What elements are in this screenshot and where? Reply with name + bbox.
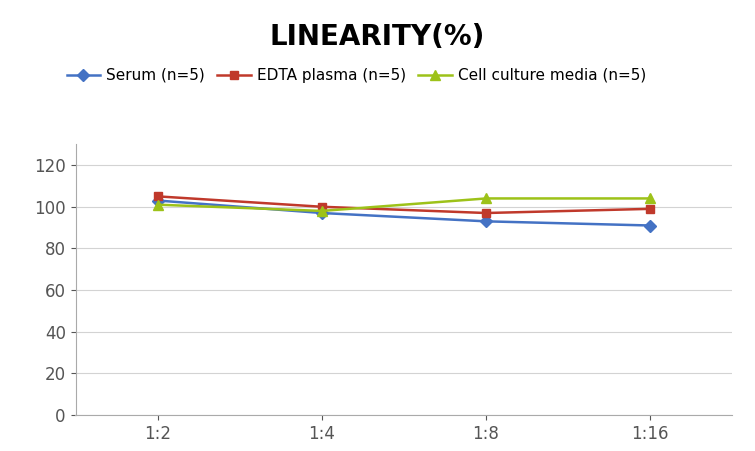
Line: Cell culture media (n=5): Cell culture media (n=5) bbox=[153, 193, 655, 216]
Cell culture media (n=5) bbox=[153, 202, 162, 207]
Line: Serum (n=5): Serum (n=5) bbox=[153, 196, 655, 230]
EDTA plasma (n=5) bbox=[317, 204, 326, 209]
Serum (n=5) bbox=[646, 223, 655, 228]
EDTA plasma (n=5) bbox=[646, 206, 655, 212]
Cell culture media (n=5) bbox=[646, 196, 655, 201]
Cell culture media (n=5) bbox=[317, 208, 326, 214]
Serum (n=5) bbox=[153, 198, 162, 203]
Cell culture media (n=5) bbox=[482, 196, 491, 201]
EDTA plasma (n=5) bbox=[482, 210, 491, 216]
Legend: Serum (n=5), EDTA plasma (n=5), Cell culture media (n=5): Serum (n=5), EDTA plasma (n=5), Cell cul… bbox=[60, 62, 652, 89]
Serum (n=5) bbox=[482, 219, 491, 224]
EDTA plasma (n=5) bbox=[153, 193, 162, 199]
Line: EDTA plasma (n=5): EDTA plasma (n=5) bbox=[153, 192, 655, 217]
Serum (n=5) bbox=[317, 210, 326, 216]
Text: LINEARITY(%): LINEARITY(%) bbox=[270, 23, 485, 51]
